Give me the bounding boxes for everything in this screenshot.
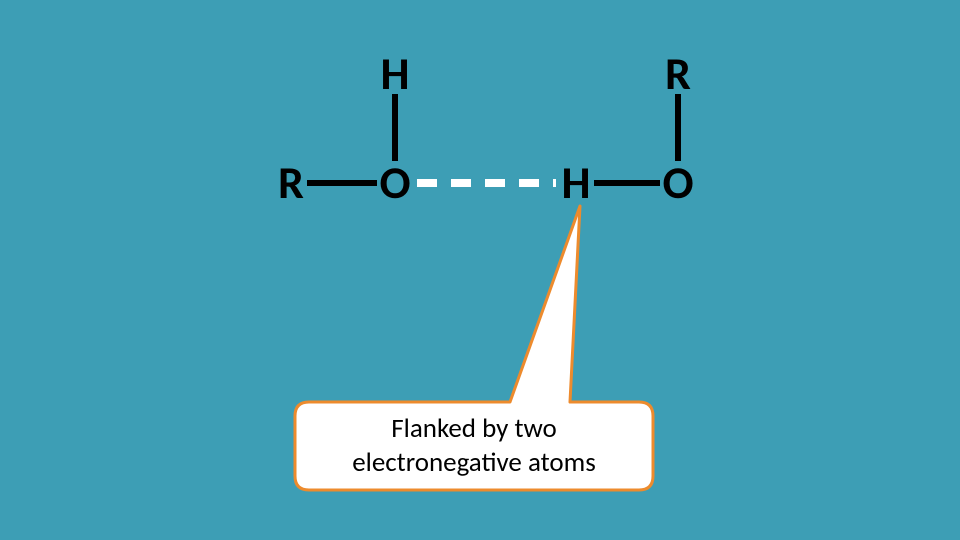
atom-O-left: O [379, 160, 410, 206]
atom-O-right: O [662, 160, 693, 206]
atom-R-left: R [278, 160, 304, 206]
atom-H-top: H [380, 51, 409, 97]
atom-H-right: H [561, 160, 590, 206]
diagram-stage: R O H H O R Flanked by two electronegati… [0, 0, 960, 540]
callout-line1: Flanked by two [391, 412, 557, 445]
callout-line2: electronegative atoms [352, 446, 596, 479]
atom-R-top-right: R [665, 51, 691, 97]
callout-text: Flanked by two electronegative atoms [295, 412, 653, 480]
